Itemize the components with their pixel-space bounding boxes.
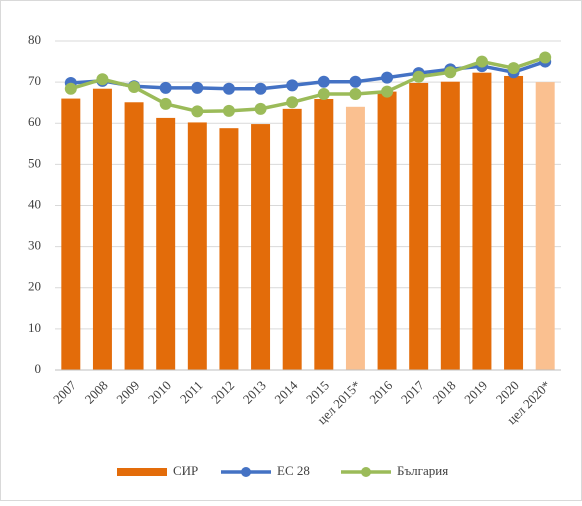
y-tick-label: 30 (28, 238, 41, 253)
legend-label: България (397, 463, 448, 478)
bar (156, 117, 176, 370)
marker (412, 70, 425, 83)
y-tick-label: 70 (28, 73, 41, 88)
marker (159, 97, 172, 110)
marker (349, 75, 362, 88)
marker (96, 73, 109, 86)
bar (345, 106, 365, 371)
bar (314, 98, 334, 370)
legend-swatch (241, 467, 251, 477)
y-tick-label: 50 (28, 155, 41, 170)
marker (159, 81, 172, 94)
marker (191, 81, 204, 94)
marker (475, 55, 488, 68)
marker (64, 82, 77, 95)
bar (124, 102, 144, 371)
bar (504, 75, 524, 371)
bar (282, 108, 302, 370)
legend-label: ЕС 28 (277, 463, 310, 478)
legend-swatch (117, 468, 167, 476)
marker (191, 105, 204, 118)
bar (535, 82, 555, 370)
bar (61, 98, 81, 370)
marker (286, 96, 299, 109)
bar (251, 124, 271, 370)
y-tick-label: 60 (28, 114, 41, 129)
y-tick-label: 40 (28, 196, 41, 211)
marker (317, 88, 330, 101)
bar (92, 88, 112, 370)
marker (317, 75, 330, 88)
marker (381, 71, 394, 84)
marker (507, 62, 520, 75)
y-tick-label: 0 (35, 361, 42, 376)
bar (187, 122, 207, 371)
y-tick-label: 10 (28, 320, 41, 335)
bar (440, 81, 460, 371)
marker (381, 85, 394, 98)
marker (444, 66, 457, 79)
marker (286, 79, 299, 92)
marker (128, 81, 141, 94)
marker (254, 82, 267, 95)
y-tick-label: 20 (28, 279, 41, 294)
marker (349, 88, 362, 101)
marker (539, 51, 552, 64)
marker (254, 102, 267, 115)
marker (222, 82, 235, 95)
bar (472, 72, 492, 370)
legend-label: СИР (173, 463, 198, 478)
bar (409, 82, 429, 370)
bar (377, 91, 397, 371)
legend-swatch (361, 467, 371, 477)
marker (222, 104, 235, 117)
line (70, 55, 546, 114)
y-tick-label: 80 (28, 32, 41, 47)
bar (219, 128, 239, 370)
